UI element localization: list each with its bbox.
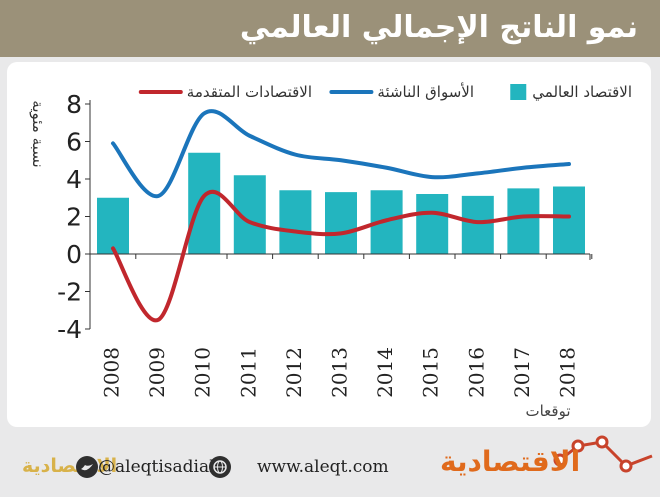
bar-world-economy	[553, 186, 585, 254]
legend-key-bar	[510, 84, 527, 100]
y-tick-label: 6	[66, 128, 82, 157]
forecast-note: توقعات	[525, 402, 570, 420]
y-tick-label: -4	[57, 315, 82, 344]
y-tick-label: 0	[66, 240, 82, 269]
footer-trend-dot	[553, 453, 567, 467]
bar-world-economy	[325, 192, 357, 254]
footer	[0, 432, 660, 497]
line-emerging-markets	[111, 109, 571, 198]
bar-world-economy	[188, 152, 221, 254]
x-tick-label: 2015	[419, 347, 443, 398]
twitter-icon[interactable]	[76, 456, 98, 478]
bar-world-economy	[461, 195, 494, 254]
chart-panel: 8 6 4 2 0 -2 -4 2008 2009 2010 2011 2012 2013 2014 201…	[7, 62, 651, 427]
brand-logo: الاقتصادية	[440, 445, 581, 478]
legend-label: الأسواق الناشئة	[377, 82, 474, 101]
footer-trend-dot	[619, 459, 633, 473]
chart: 8 6 4 2 0 -2 -4 2008 2009 2010 2011 2012 2013 2014 201…	[29, 82, 632, 420]
bar-world-economy	[507, 188, 540, 254]
x-tick-label: 2008	[100, 347, 124, 398]
footer-trend-dot	[595, 435, 609, 449]
x-tick-label: 2010	[191, 347, 215, 398]
header-bar: نمو الناتج الإجمالي العالمي	[0, 0, 660, 57]
footer-decoration	[553, 435, 653, 473]
x-tick-label: 2018	[556, 347, 580, 398]
globe-icon	[209, 456, 231, 478]
y-tick-label: 2	[66, 203, 82, 232]
x-tick-label: 2013	[328, 347, 352, 398]
legend-label: الاقتصاد العالمي	[532, 83, 632, 102]
x-tick-label: 2011	[236, 347, 260, 398]
x-tick-label: 2016	[464, 347, 488, 398]
x-tick-label: 2012	[282, 347, 306, 398]
footer-trend-dot	[571, 439, 585, 453]
bar-world-economy	[416, 194, 449, 254]
legend-label: الاقتصادات المتقدمة	[187, 83, 312, 101]
bar-world-economy	[97, 197, 129, 254]
bar-world-economy	[279, 190, 312, 254]
website-link[interactable]: www.aleqt.com	[257, 457, 389, 477]
y-axis-title: نسبة مئوية	[29, 100, 47, 167]
page-title: نمو الناتج الإجمالي العالمي	[239, 10, 638, 45]
line-advanced-economies	[111, 189, 571, 323]
x-tick-label: 2014	[373, 347, 397, 398]
x-tick-label: 2017	[510, 347, 534, 398]
twitter-handle[interactable]: @aleqtisadiah	[98, 457, 221, 477]
y-tick-label: -2	[57, 278, 82, 307]
y-tick-label: 8	[66, 90, 82, 119]
x-tick-label: 2009	[145, 347, 169, 398]
y-tick-label: 4	[66, 165, 82, 194]
